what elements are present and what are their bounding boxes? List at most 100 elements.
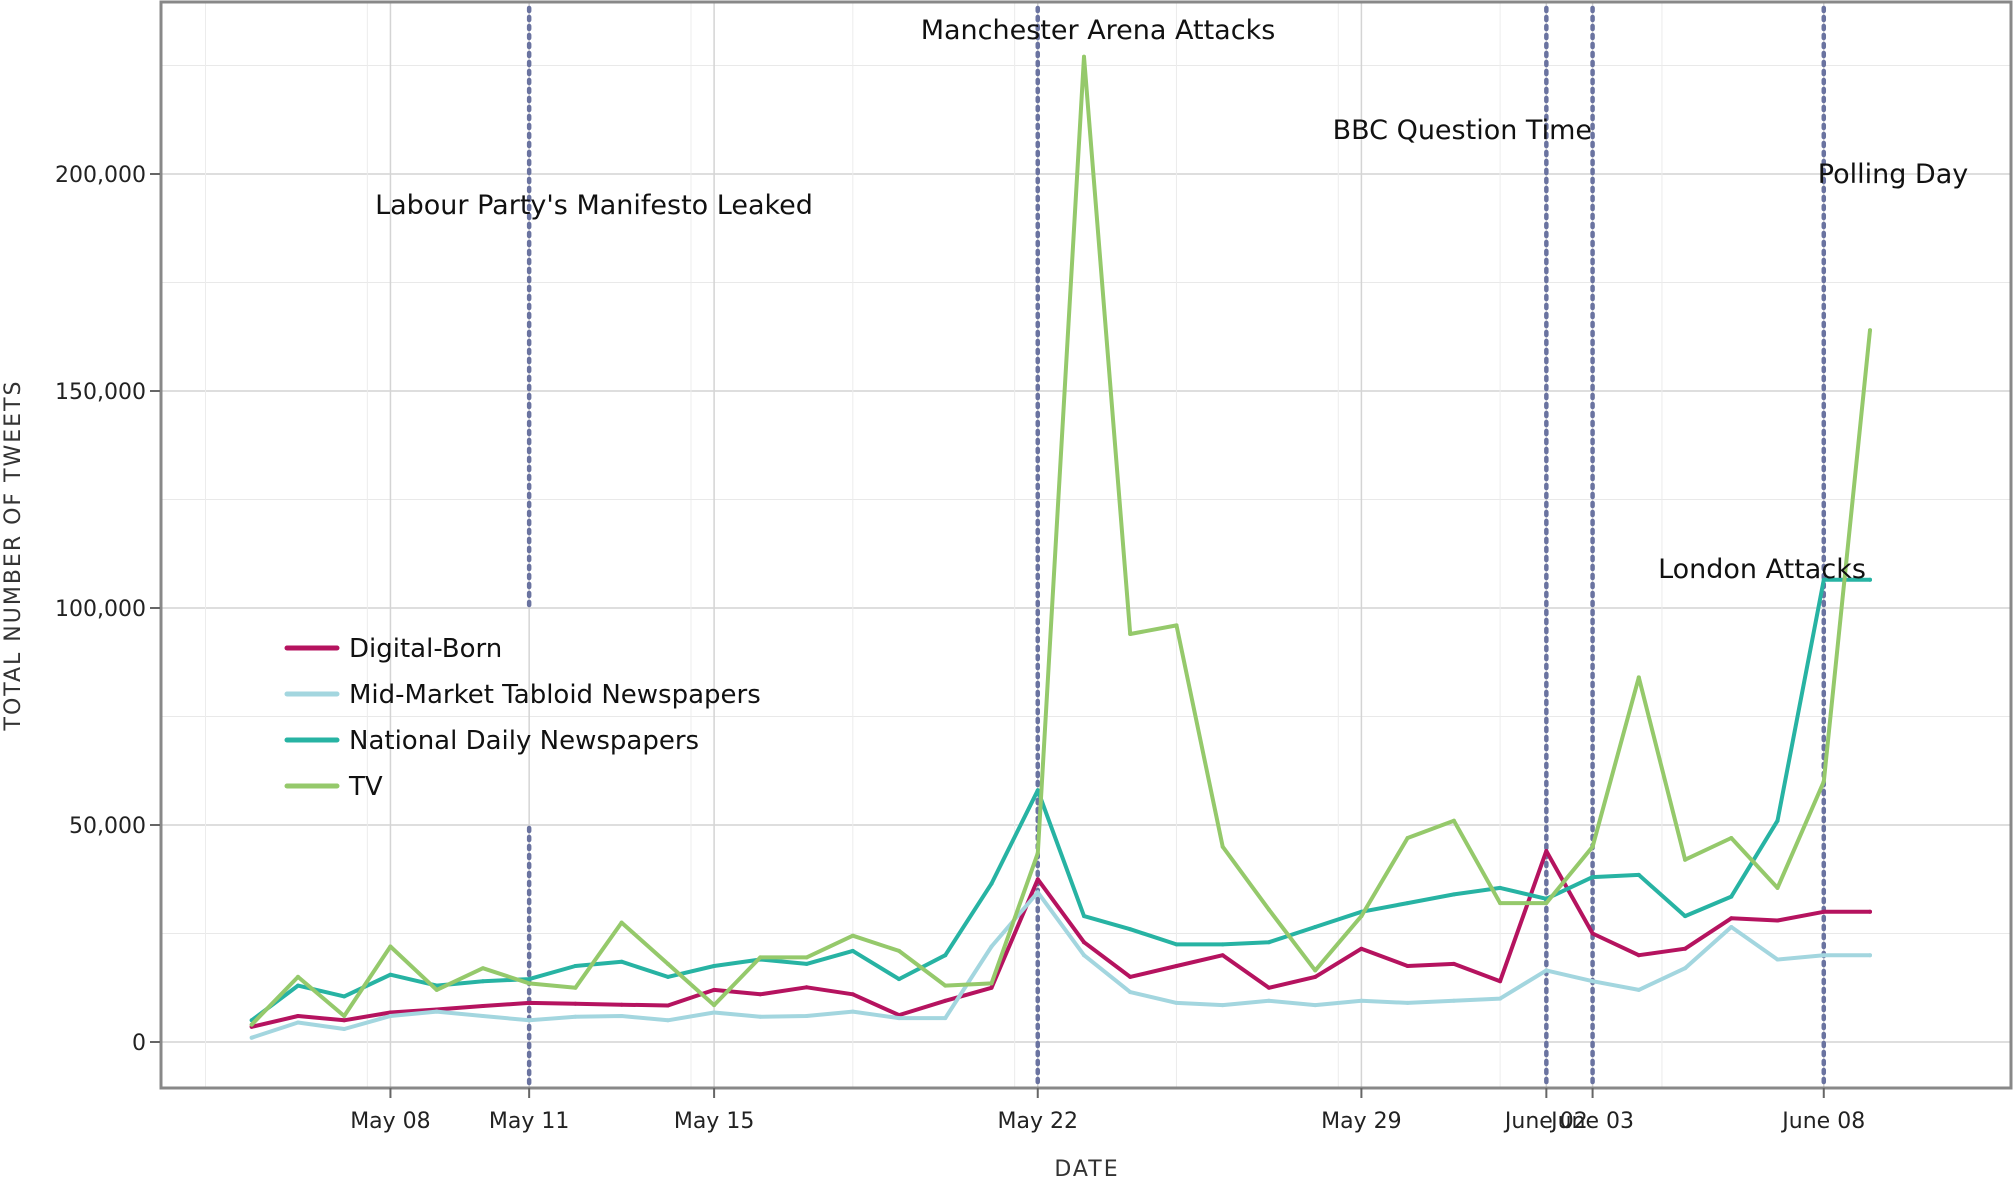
data-point	[943, 983, 948, 988]
data-point	[619, 959, 624, 964]
series-lines	[249, 54, 1872, 1040]
legend-label: Mid-Market Tabloid Newspapers	[349, 680, 761, 710]
event-lines	[526, 5, 1827, 1087]
data-point	[388, 1010, 393, 1015]
data-point	[804, 961, 809, 966]
y-tick-label: 150,000	[55, 380, 146, 405]
data-point	[758, 992, 763, 997]
data-point	[1821, 779, 1826, 784]
data-point	[1174, 1000, 1179, 1005]
data-point	[1035, 890, 1040, 895]
data-point	[1313, 1003, 1318, 1008]
data-point	[1636, 872, 1641, 877]
data-point	[1082, 940, 1086, 945]
data-point	[804, 955, 809, 960]
data-point	[1683, 914, 1688, 919]
data-point	[1451, 818, 1456, 823]
data-point	[850, 933, 855, 938]
data-point	[1128, 974, 1133, 979]
data-point	[1683, 857, 1688, 862]
data-point	[1868, 577, 1872, 582]
data-point	[850, 1009, 855, 1014]
data-point	[296, 983, 300, 988]
data-point	[1174, 623, 1179, 628]
legend: Digital-Born Mid-Market Tabloid Newspaper…	[284, 634, 761, 802]
data-point	[758, 955, 763, 960]
data-point	[943, 953, 948, 958]
data-point	[1636, 953, 1641, 958]
data-point	[1544, 968, 1549, 973]
y-tick-label: 100,000	[55, 597, 146, 622]
data-point	[1636, 987, 1641, 992]
data-point	[1313, 974, 1318, 979]
data-point	[1544, 901, 1549, 906]
data-point	[943, 1016, 948, 1021]
data-point	[1359, 998, 1364, 1003]
data-point	[1590, 931, 1595, 936]
data-point	[1174, 942, 1179, 947]
data-point	[1451, 961, 1456, 966]
data-point	[1220, 953, 1225, 958]
data-point	[1498, 901, 1503, 906]
data-point	[342, 994, 347, 999]
data-point	[1359, 914, 1364, 919]
data-point	[1174, 964, 1179, 968]
data-point	[804, 985, 809, 990]
data-point	[573, 985, 578, 990]
event-annotations: Labour Party's Manifesto Leaked Mancheste…	[375, 15, 1968, 585]
plot-frame	[159, 0, 2013, 1090]
data-point	[342, 1014, 347, 1018]
data-point	[712, 964, 717, 968]
data-point	[296, 1020, 300, 1025]
series-line	[249, 54, 1872, 1027]
data-point	[1498, 885, 1503, 890]
data-point	[342, 1027, 347, 1031]
data-point	[1082, 914, 1086, 919]
data-point	[989, 985, 994, 990]
data-point	[527, 1000, 532, 1005]
y-tick-label: 50,000	[69, 814, 146, 839]
data-point	[804, 1014, 809, 1018]
data-point	[758, 1014, 763, 1019]
data-point	[1082, 54, 1086, 59]
data-point	[480, 1014, 485, 1018]
data-point	[1868, 953, 1872, 958]
data-point	[434, 1009, 439, 1014]
data-point	[1451, 892, 1456, 897]
data-point	[342, 1018, 347, 1023]
grid-lines	[160, 2, 2011, 1088]
data-point	[249, 1035, 254, 1040]
data-point	[1266, 907, 1271, 912]
data-point	[1128, 990, 1133, 995]
data-point	[527, 1018, 532, 1023]
data-point	[1590, 979, 1595, 984]
data-point	[989, 881, 994, 886]
data-point	[1775, 918, 1780, 923]
data-point	[1868, 328, 1872, 333]
data-point	[527, 981, 532, 986]
x-axis-title: DATE	[1054, 1157, 1119, 1182]
data-point	[1544, 849, 1549, 853]
data-point	[388, 1014, 393, 1018]
data-point	[1220, 844, 1225, 849]
data-point	[665, 974, 670, 979]
data-point	[850, 992, 855, 997]
data-point	[249, 1022, 254, 1027]
x-tick-label: May 11	[489, 1109, 569, 1134]
data-point	[1590, 844, 1595, 849]
data-point	[1868, 909, 1872, 914]
data-point	[1729, 894, 1734, 899]
x-tick-label: May 08	[350, 1109, 430, 1134]
data-point	[897, 948, 901, 953]
data-point	[1775, 885, 1780, 890]
data-point	[1128, 632, 1133, 636]
data-point	[1220, 942, 1225, 947]
x-tick-label: May 22	[998, 1109, 1078, 1134]
data-point	[527, 977, 532, 982]
data-point	[480, 966, 485, 971]
data-point	[1405, 901, 1410, 906]
legend-label: Digital-Born	[349, 634, 502, 664]
data-point	[573, 1014, 578, 1019]
data-point	[712, 1010, 717, 1015]
